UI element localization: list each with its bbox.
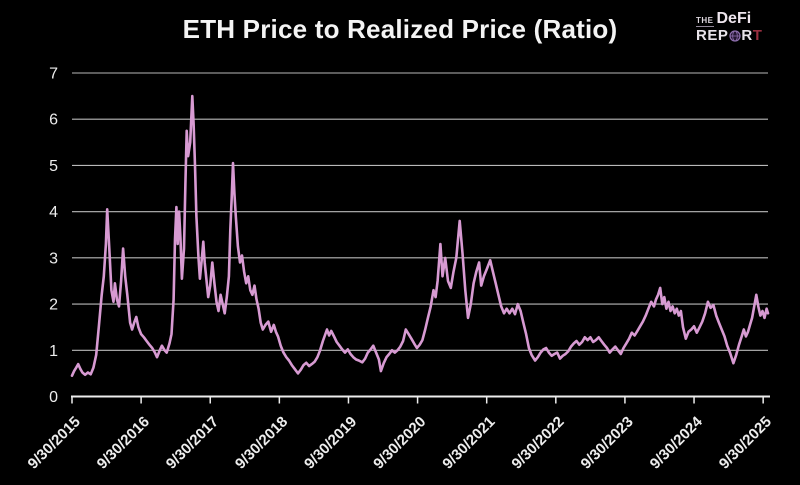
- x-tick-label: 9/30/2025: [716, 413, 775, 472]
- y-tick-label: 7: [49, 66, 58, 83]
- logo-report-t: T: [752, 27, 763, 44]
- x-tick-label: 9/30/2019: [301, 413, 360, 472]
- logo-line-1: THE DeFi: [696, 11, 772, 27]
- x-tick-label: 9/30/2015: [25, 413, 84, 472]
- logo-report-r: R: [741, 27, 753, 44]
- logo-the-text: THE: [696, 16, 714, 27]
- x-tick-label: 9/30/2023: [578, 413, 637, 472]
- x-tick-label: 9/30/2018: [232, 413, 291, 472]
- y-tick-label: 1: [49, 343, 58, 360]
- x-tick-label: 9/30/2020: [370, 413, 429, 472]
- x-tick-label: 9/30/2016: [94, 413, 153, 472]
- x-tick-label: 9/30/2017: [163, 413, 222, 472]
- y-tick-label: 3: [49, 250, 58, 267]
- y-tick-label: 5: [49, 158, 58, 175]
- logo-defi-text: DeFi: [716, 10, 752, 27]
- y-tick-label: 4: [49, 204, 58, 221]
- y-tick-label: 0: [49, 389, 58, 406]
- x-tick-label: 9/30/2024: [647, 413, 707, 473]
- x-tick-label: 9/30/2022: [508, 413, 567, 472]
- logo-report-prefix: REP: [696, 27, 729, 44]
- x-tick-label: 9/30/2021: [439, 413, 498, 472]
- globe-icon: [729, 29, 741, 42]
- y-tick-label: 6: [49, 112, 58, 129]
- y-tick-label: 2: [49, 297, 58, 314]
- page-title: ETH Price to Realized Price (Ratio): [182, 14, 618, 44]
- price-ratio-line: [70, 94, 770, 378]
